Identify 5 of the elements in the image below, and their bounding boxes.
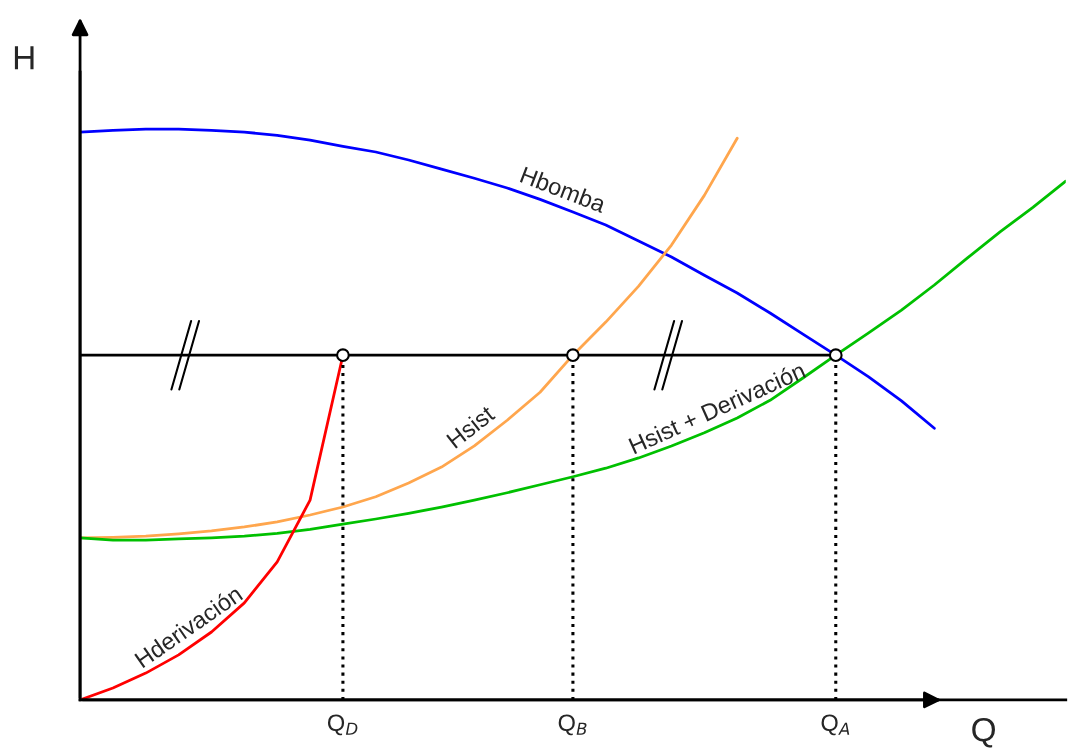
y-axis-title: H [14, 46, 34, 70]
x-axis-title: Q [972, 717, 995, 748]
x-tick-label: Q$_{D}$ [327, 714, 358, 736]
x-tick-label: Q$_{B}$ [558, 714, 587, 736]
x-tick-label: Q$_{A}$ [821, 714, 850, 736]
